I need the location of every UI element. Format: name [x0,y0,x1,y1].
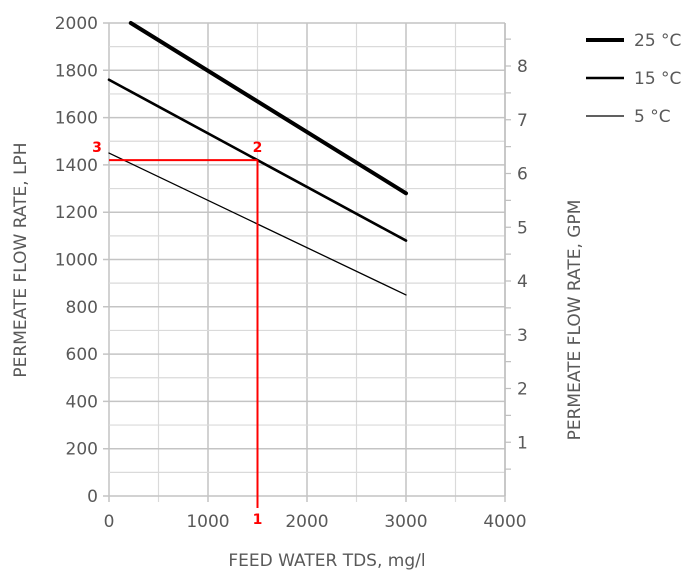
legend-label: 25 °C [634,31,681,51]
legend-label: 15 °C [634,69,681,89]
annotation-label-3: 3 [92,140,102,156]
y-tick-label: 1400 [55,156,98,176]
x-tick-label: 1000 [186,512,229,532]
y-tick-label: 1000 [55,251,98,271]
y2-tick-label: 1 [517,433,528,453]
annotations: 1 2 3 [92,140,262,528]
y-axis-label: PERMEATE FLOW RATE, LPH [11,142,31,377]
legend: 25 °C 15 °C 5 °C [586,31,681,127]
y2-tick-label: 8 [517,57,528,77]
y2-tick-label: 3 [517,326,528,346]
axes: 0 1000 2000 3000 400002004006008001000120014… [55,14,528,532]
legend-label: 5 °C [634,107,671,127]
y2-tick-label: 7 [517,111,528,131]
grid [103,22,506,502]
y-tick-label: 200 [66,440,98,460]
y2-tick-label: 2 [517,380,528,400]
y2-tick-label: 4 [517,272,528,292]
y-tick-label: 1600 [55,109,98,129]
y2-axis-label: PERMEATE FLOW RATE, GPM [565,200,585,441]
annotation-label-2: 2 [253,140,263,156]
x-tick-label: 0 [104,512,115,532]
series-line-25c [128,21,408,196]
y-tick-label: 1200 [55,203,98,223]
x-tick-label: 2000 [285,512,328,532]
x-axis-label: FEED WATER TDS, mg/l [228,551,425,571]
x-tick-label: 3000 [384,512,427,532]
y-tick-label: 600 [66,345,98,365]
y-tick-label: 1800 [55,61,98,81]
x-tick-label: 4000 [483,512,526,532]
y2-tick-label: 5 [517,218,528,238]
y-tick-label: 400 [66,392,98,412]
y-tick-label: 800 [66,298,98,318]
y-tick-label: 2000 [55,14,98,34]
annotation-label-1: 1 [253,512,263,528]
y2-tick-label: 6 [517,165,528,185]
y-tick-label: 0 [87,487,98,507]
